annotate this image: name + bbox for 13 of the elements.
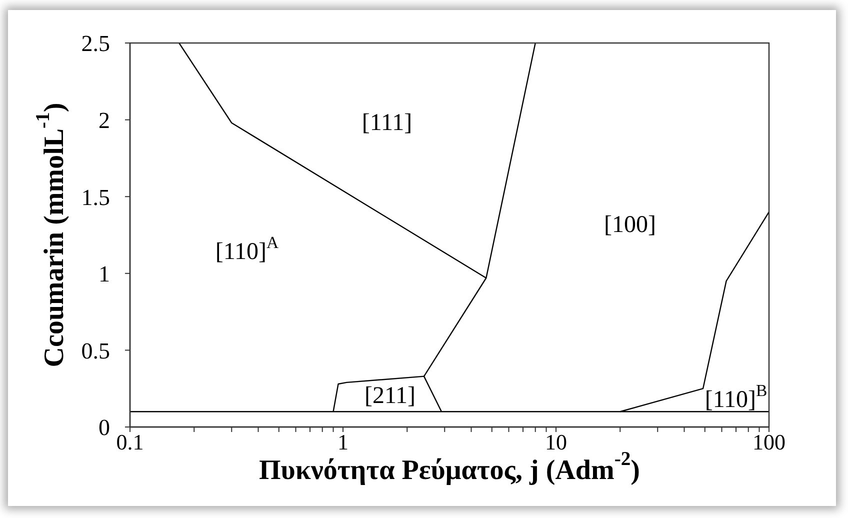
annotation: [211] — [364, 383, 416, 409]
x-tick-label: 100 — [752, 430, 786, 455]
y-tick-label: 1 — [98, 262, 110, 287]
y-tick-label: 1.5 — [81, 184, 110, 210]
annotation: [110]$^{B}$ — [704, 381, 768, 413]
y-tick-label: 2 — [98, 108, 110, 133]
y-tick-label: 2.5 — [81, 31, 110, 56]
annotation: [100] — [604, 212, 656, 238]
annotation: [111] — [362, 110, 412, 136]
x-tick-label: 0.1 — [116, 430, 144, 455]
annotation: [110]$^{A}$ — [215, 233, 279, 265]
y-tick-label: 0 — [98, 415, 110, 440]
y-tick-label: 0.5 — [81, 338, 110, 364]
